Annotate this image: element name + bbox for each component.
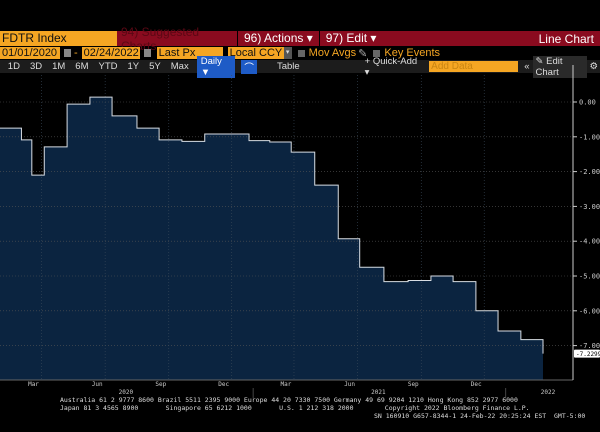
calendar-icon[interactable] [143, 49, 151, 57]
range-5y[interactable]: 5Y [149, 61, 161, 72]
edit-chart-button[interactable]: ✎ Edit Chart [532, 55, 588, 78]
calendar-icon[interactable] [64, 49, 71, 57]
year-label: 2021 [371, 389, 386, 396]
start-date-field[interactable]: 01/01/2020 [0, 47, 60, 59]
date-separator: - [74, 47, 78, 59]
y-tick-label: 0.00 [579, 99, 596, 107]
range-ytd[interactable]: YTD [98, 61, 118, 72]
y-tick-label: -7.00 [579, 342, 600, 350]
x-tick-label: Mar [281, 381, 292, 388]
key-events-checkbox[interactable] [373, 49, 381, 57]
actions-menu[interactable]: 96) Actions ▾ [237, 31, 319, 46]
toolbar: 1D 3D 1M 6M YTD 1Y 5Y Max Daily ▼ ⌒ Tabl… [0, 55, 600, 78]
x-tick-label: Sep [155, 381, 166, 388]
frequency-dropdown[interactable]: Daily ▼ [196, 55, 236, 78]
ticker-field[interactable]: FDTR Index [0, 31, 117, 46]
line-chart[interactable]: 0.00 -1.00 -2.00 -3.00 -4.00 -5.00 -6.00 -7.00 M… [0, 0, 600, 400]
year-label: 2022 [541, 389, 556, 396]
x-tick-label: Jun [344, 381, 355, 388]
range-1y[interactable]: 1Y [127, 61, 140, 72]
y-tick-label: -1.00 [579, 133, 600, 141]
x-tick-label: Dec [218, 381, 229, 388]
table-button[interactable]: Table [276, 61, 300, 72]
range-3d[interactable]: 3D [29, 61, 43, 72]
y-tick-label: -4.00 [579, 238, 600, 246]
collapse-icon[interactable]: « [524, 61, 530, 72]
range-1d[interactable]: 1D [7, 61, 20, 72]
quick-add-button[interactable]: + Quick-Add ▾ [364, 55, 418, 78]
add-data-input[interactable]: Add Data [429, 61, 519, 72]
area-fill [0, 97, 543, 381]
controls-bar: 01/01/2020 - 02/24/2022 Last Px Local CC… [0, 47, 600, 60]
range-1m[interactable]: 1M [52, 61, 66, 72]
x-tick-label: Mar [28, 381, 39, 388]
footer-contacts-2: Japan 81 3 4565 8900 Singapore 65 6212 1… [60, 404, 530, 412]
line-chart-icon[interactable]: ⌒ [241, 59, 257, 74]
year-label: 2020 [119, 389, 134, 396]
footer-contacts-1: Australia 61 2 9777 8600 Brazil 5511 239… [60, 396, 518, 404]
currency-selector[interactable]: Local CCY [227, 47, 284, 59]
mov-avgs-checkbox[interactable] [297, 49, 305, 57]
dropdown-arrow-icon[interactable]: ▾ [283, 47, 292, 59]
x-tick-label: Dec [471, 381, 482, 388]
key-events-label: Key Events [384, 47, 441, 59]
settings-icon[interactable]: ⚙ [589, 61, 598, 72]
y-tick-label: -5.00 [579, 273, 600, 281]
title-bar: FDTR Index 94) Suggested Charts 96) Acti… [0, 25, 600, 53]
y-tick-label: -3.00 [579, 203, 600, 211]
y-tick-label: -2.00 [579, 168, 600, 176]
x-tick-label: Jun [92, 381, 103, 388]
footer-session: SN 160910 G657-8344-1 24-Feb-22 20:25:24… [374, 412, 586, 420]
x-tick-label: Sep [408, 381, 419, 388]
last-value-badge [574, 349, 600, 358]
range-max[interactable]: Max [170, 61, 189, 72]
mov-avgs-label: Mov Avgs [308, 47, 357, 59]
series-line [0, 96, 544, 354]
end-date-field[interactable]: 02/24/2022 [81, 47, 140, 59]
chart-type-label: Line Chart [538, 31, 594, 46]
last-value-label: -7.2299 [576, 351, 600, 358]
pencil-icon[interactable]: ✎ [358, 47, 368, 60]
edit-menu[interactable]: 97) Edit ▾ [318, 31, 383, 46]
range-6m[interactable]: 6M [75, 61, 89, 72]
y-tick-label: -6.00 [579, 307, 600, 315]
